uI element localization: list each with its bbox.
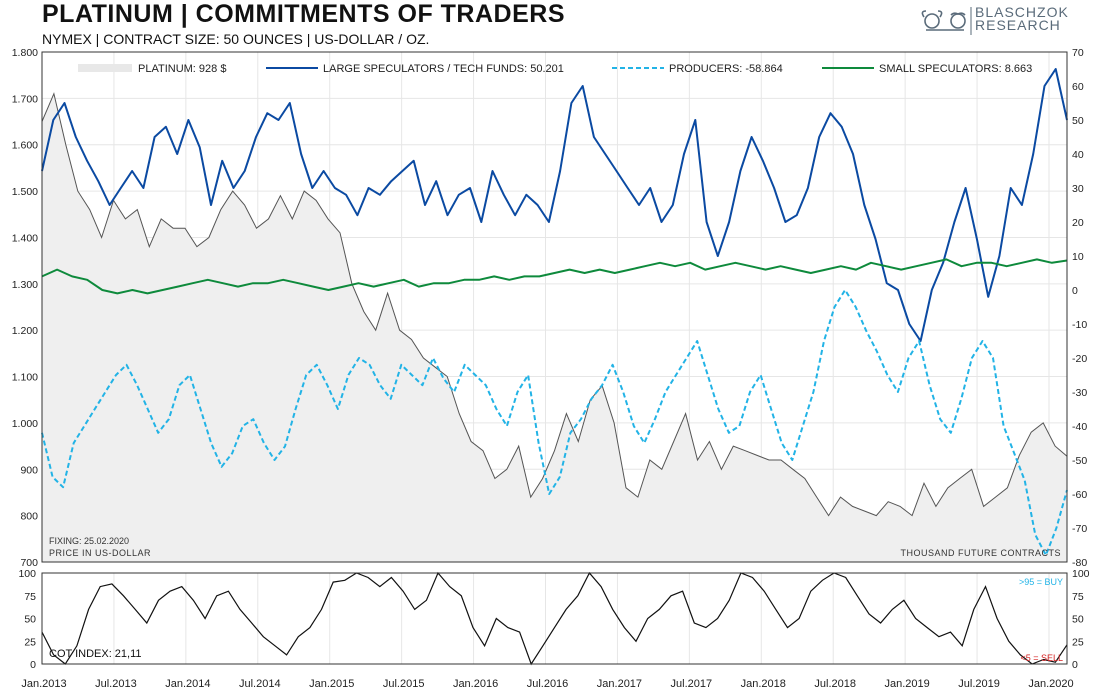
- x-tick-label: Jul.2018: [814, 678, 856, 690]
- y-right-tick-label: 10: [1072, 251, 1084, 263]
- y-left-tick-label: 800: [20, 511, 38, 523]
- x-axis: Jan.2013 Jul.2013 Jan.2014 Jul.2014 Jan.2015…: [21, 678, 1073, 690]
- brand-logo: [921, 7, 972, 35]
- x-tick-label: Jan.2014: [165, 678, 210, 690]
- x-tick-label: Jul.2017: [671, 678, 713, 690]
- y-left-tick-label: 1.500: [12, 186, 38, 198]
- y-left-tick-label: 1.700: [12, 93, 38, 105]
- legend-label-platinum: PLATINUM: 928 $: [138, 63, 226, 75]
- cot-plot: [41, 571, 1068, 666]
- y-right-tick-label: 50: [1072, 115, 1084, 127]
- y-left-tick-label: 1.000: [12, 418, 38, 430]
- y-right-tick-label: 70: [1072, 47, 1084, 59]
- cot-frame: [41, 572, 1068, 665]
- platinum-price-line: [41, 92, 1068, 517]
- legend-label-producers: PRODUCERS: -58.864: [669, 63, 783, 75]
- brand-line-1: BLASCHZOK: [975, 4, 1069, 20]
- y-right-tick-label: -20: [1072, 353, 1087, 365]
- x-tick-label: Jul.2016: [527, 678, 569, 690]
- platinum-price-area: [42, 93, 1067, 562]
- brand-name: BLASCHZOK RESEARCH: [975, 4, 1069, 33]
- y-left-tick-label: 1.300: [12, 279, 38, 291]
- large-speculators-line: [41, 68, 1068, 342]
- main-frame: [41, 51, 1068, 563]
- y-left-tick-label: 1.100: [12, 372, 38, 384]
- x-tick-label: Jan.2020: [1028, 678, 1073, 690]
- cot-index-line: [41, 571, 1068, 666]
- legend-label-small-specs: SMALL SPECULATORS: 8.663: [879, 63, 1032, 75]
- small-speculators-line: [41, 258, 1068, 295]
- x-tick-label: Jul.2014: [239, 678, 281, 690]
- cot-axes: 0 0 25 25 50 50 75 75 100 100 COT INDEX: 21,11 >95 …: [18, 568, 1089, 671]
- x-tick-label: Jan.2016: [453, 678, 498, 690]
- cot-sell-label: <5 = SELL: [1020, 653, 1063, 663]
- y-right-tick-label: 60: [1072, 81, 1084, 93]
- y-right-tick-label: -60: [1072, 489, 1087, 501]
- cot-y-left-tick-label: 50: [24, 614, 36, 626]
- chart-legend: PLATINUM: 928 $ LARGE SPECULATORS / TECH …: [78, 63, 1032, 75]
- y-left-tick-label: 900: [20, 464, 38, 476]
- cot-y-right-tick-label: 50: [1072, 614, 1084, 626]
- y-left-tick-label: 1.800: [12, 47, 38, 59]
- y-right-tick-label: 40: [1072, 149, 1084, 161]
- cot-y-left-tick-label: 75: [24, 591, 36, 603]
- fixing-label: FIXING: 25.02.2020: [49, 536, 129, 546]
- cot-y-left-tick-label: 100: [18, 568, 36, 580]
- y-right-tick-label: 20: [1072, 217, 1084, 229]
- x-tick-label: Jan.2019: [885, 678, 930, 690]
- x-tick-label: Jul.2015: [383, 678, 425, 690]
- y-right-tick-label: -40: [1072, 421, 1087, 433]
- x-tick-label: Jan.2017: [597, 678, 642, 690]
- x-tick-label: Jan.2015: [309, 678, 354, 690]
- y-right-axis-label: THOUSAND FUTURE CONTRACTS: [901, 548, 1062, 558]
- x-tick-label: Jul.2013: [95, 678, 137, 690]
- x-tick-label: Jan.2013: [21, 678, 66, 690]
- page-title: PLATINUM | COMMITMENTS OF TRADERS: [42, 0, 565, 28]
- cot-grid: [113, 573, 1050, 664]
- y-left-tick-label: 1.200: [12, 325, 38, 337]
- y-left-axis-label: PRICE IN US-DOLLAR: [49, 548, 151, 558]
- y-right-tick-label: -70: [1072, 523, 1087, 535]
- y-left-tick-label: 1.600: [12, 140, 38, 152]
- y-left-tick-label: 1.400: [12, 232, 38, 244]
- x-tick-label: Jul.2019: [958, 678, 1000, 690]
- producers-line: [41, 289, 1068, 557]
- brand-line-2: RESEARCH: [975, 17, 1061, 33]
- y-right-tick-label: -10: [1072, 319, 1087, 331]
- y-left-tick-label: 700: [20, 557, 38, 569]
- cot-y-right-tick-label: 100: [1072, 568, 1090, 580]
- y-right-tick-label: -30: [1072, 387, 1087, 399]
- y-right-tick-label: -50: [1072, 455, 1087, 467]
- x-tick-label: Jan.2018: [741, 678, 786, 690]
- cot-y-right-tick-label: 75: [1072, 591, 1084, 603]
- cot-y-left-tick-label: 0: [30, 659, 36, 671]
- bull-bear-icon: [921, 10, 966, 31]
- legend-swatch-platinum: [78, 64, 132, 72]
- main-plot: [41, 68, 1068, 562]
- legend-label-large-specs: LARGE SPECULATORS / TECH FUNDS: 50.201: [323, 63, 564, 75]
- main-axes: 7008009001.0001.1001.2001.3001.4001.5001…: [12, 47, 1088, 569]
- y-right-tick-label: -80: [1072, 557, 1087, 569]
- cot-index-label: COT INDEX: 21,11: [49, 648, 142, 660]
- cot-y-right-tick-label: 25: [1072, 636, 1084, 648]
- y-right-tick-label: 30: [1072, 183, 1084, 195]
- page-subtitle: NYMEX | CONTRACT SIZE: 50 OUNCES | US-DO…: [42, 31, 430, 47]
- y-right-tick-label: 0: [1072, 285, 1078, 297]
- cot-y-left-tick-label: 25: [24, 636, 36, 648]
- cot-y-right-tick-label: 0: [1072, 659, 1078, 671]
- cot-buy-label: >95 = BUY: [1019, 577, 1063, 587]
